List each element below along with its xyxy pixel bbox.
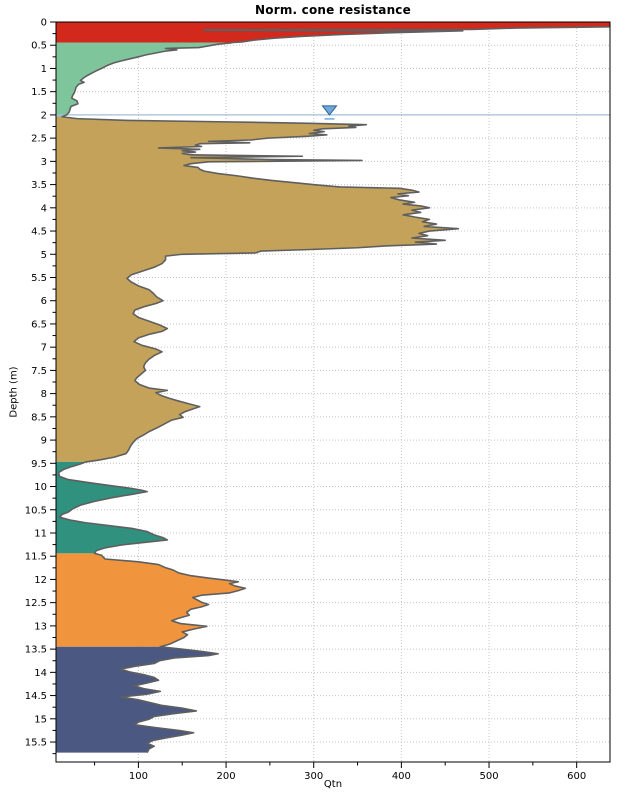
y-tick-label: 12.5 <box>25 598 47 609</box>
y-tick-label: 10 <box>34 482 47 493</box>
y-tick-label: 6 <box>41 296 47 307</box>
y-tick-label: 0 <box>41 18 47 29</box>
y-tick-label: 4 <box>41 203 47 214</box>
chart-title: Norm. cone resistance <box>255 3 411 17</box>
y-tick-label: 13.5 <box>25 645 47 656</box>
soil-fills-layer <box>56 22 610 753</box>
y-tick-label: 0.5 <box>31 41 47 52</box>
x-tick-label: 600 <box>567 771 586 782</box>
y-tick-label: 7 <box>41 343 47 354</box>
y-tick-label: 2 <box>41 110 47 121</box>
y-tick-label: 4.5 <box>31 227 47 238</box>
y-tick-label: 10.5 <box>25 505 47 516</box>
y-tick-label: 6.5 <box>31 319 47 330</box>
y-tick-label: 11.5 <box>25 552 47 563</box>
axes-layer <box>50 21 611 768</box>
y-tick-label: 5 <box>41 250 47 261</box>
y-tick-label: 5.5 <box>31 273 47 284</box>
y-tick-label: 11 <box>34 528 47 539</box>
y-tick-label: 9 <box>41 436 47 447</box>
tick-labels-layer: 100 200 300 400 500 60000.511.522.533.544.555… <box>25 18 587 783</box>
y-tick-label: 2.5 <box>31 134 47 145</box>
x-axis-title: Qtn <box>323 779 343 790</box>
y-tick-label: 3 <box>41 157 47 168</box>
x-tick-label: 400 <box>392 771 411 782</box>
y-tick-label: 9.5 <box>31 459 47 470</box>
y-tick-label: 8.5 <box>31 412 47 423</box>
y-tick-label: 8 <box>41 389 47 400</box>
soil-fill-layer-3 <box>56 116 459 462</box>
grid-layer <box>56 22 610 762</box>
y-tick-label: 1.5 <box>31 87 47 98</box>
y-tick-label: 1 <box>41 64 47 75</box>
y-tick-label: 14 <box>34 668 47 679</box>
qtn-curve <box>57 25 610 754</box>
x-tick-label: 300 <box>304 771 323 782</box>
y-tick-label: 15 <box>34 714 47 725</box>
y-tick-label: 14.5 <box>25 691 47 702</box>
water-table-icon <box>321 105 338 120</box>
y-tick-label: 15.5 <box>25 738 47 749</box>
soil-fill-layer-1 <box>56 22 610 43</box>
x-tick-label: 500 <box>479 771 498 782</box>
y-tick-label: 12 <box>34 575 47 586</box>
y-tick-label: 3.5 <box>31 180 47 191</box>
soil-fill-layer-2 <box>56 42 234 117</box>
x-tick-label: 100 <box>129 771 148 782</box>
y-tick-label: 13 <box>34 621 47 632</box>
y-tick-label: 7.5 <box>31 366 47 377</box>
x-tick-label: 200 <box>217 771 236 782</box>
